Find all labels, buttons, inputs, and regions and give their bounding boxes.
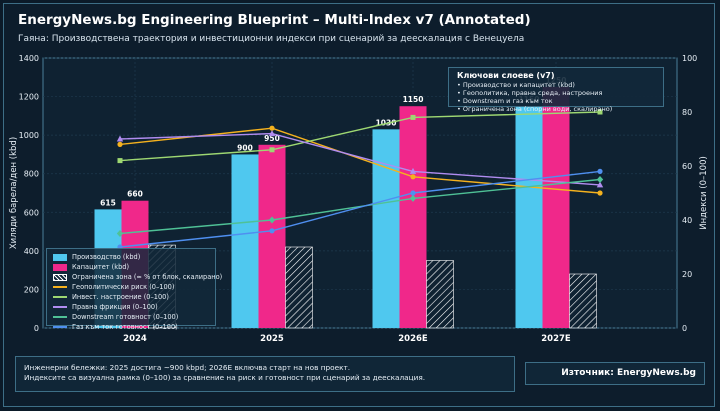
legend-swatch: [53, 306, 67, 308]
key-layer-item: • Ограничена зона (спорни води, скалиран…: [457, 105, 613, 113]
legend-label: Инвест. настроение (0–100): [72, 293, 169, 301]
y2-tick-label: 80: [682, 108, 692, 117]
legend-item: Газ към ток готовност (0–100): [53, 322, 209, 332]
legend-item: Производство (kbd): [53, 252, 209, 262]
line-point: [409, 167, 417, 174]
legend-label: Правна фрикция (0–100): [72, 303, 158, 311]
production-bar: [231, 154, 259, 328]
legend-item: Downstream готовност (0–100): [53, 312, 209, 322]
line-point: [117, 158, 123, 164]
key-layers-title: Ключови слоеве (v7): [457, 71, 555, 80]
y2-tick-label: 20: [682, 270, 692, 279]
line-point: [596, 181, 604, 188]
line-point: [116, 230, 124, 237]
engineering-notes: Инженерни бележки: 2025 достига ~900 kbp…: [15, 356, 515, 392]
legend-item: Инвест. настроение (0–100): [53, 292, 209, 302]
restricted-zone-bar: [285, 246, 313, 329]
bar-value-label: 900: [237, 143, 253, 152]
legend-swatch: [53, 273, 67, 281]
restricted-zone-bar: [569, 273, 597, 329]
y-axis-label: Хиляди барела/ден (kbd): [9, 137, 19, 249]
key-layer-item: • Геополитика, правна среда, настроения: [457, 89, 603, 97]
y-tick-label: 1200: [19, 93, 39, 102]
bar-value-label: 660: [127, 190, 143, 199]
notes-line-1: Инженерни бележки: 2025 достига ~900 kbp…: [24, 363, 351, 372]
y-tick-label: 200: [24, 285, 39, 294]
y2-tick-label: 100: [682, 54, 697, 63]
y2-tick-label: 40: [682, 216, 692, 225]
chart-legend: Производство (kbd) Капацитет (kbd) Огранич…: [46, 248, 222, 331]
key-layers-box: Ключови слоеве (v7) • Производство и кап…: [448, 67, 664, 113]
bar-value-label: 1030: [376, 118, 397, 127]
x-tick-label: 2025: [260, 334, 284, 344]
legal-friction-line: [119, 132, 601, 186]
investment-sentiment-line: [119, 111, 601, 162]
downstream-readiness-line: [119, 178, 601, 235]
legend-label: Газ към ток готовност (0–100): [72, 323, 178, 331]
line-point: [410, 190, 416, 196]
line-point: [410, 174, 416, 180]
capacity-bar: [258, 144, 286, 328]
line-point: [597, 190, 603, 196]
line-point: [269, 147, 275, 153]
line-point: [268, 216, 276, 224]
legend-swatch: [53, 296, 67, 298]
line-point: [268, 130, 276, 137]
line-point: [269, 228, 275, 234]
legend-swatch: [53, 326, 67, 328]
production-bar: [515, 106, 543, 328]
legend-label: Капацитет (kbd): [72, 263, 130, 271]
production-bar: [372, 129, 400, 328]
line-point: [116, 135, 124, 142]
line-point: [597, 109, 603, 115]
y-tick-label: 600: [24, 208, 39, 217]
legend-item: Геополитически риск (0–100): [53, 282, 209, 292]
line-point: [409, 194, 417, 202]
line-point: [117, 141, 123, 147]
line-point: [410, 114, 416, 120]
restricted-zone-bar: [426, 260, 454, 329]
legend-label: Производство (kbd): [72, 253, 141, 261]
legend-label: Геополитически риск (0–100): [72, 283, 175, 291]
legend-label: Downstream готовност (0–100): [72, 313, 179, 321]
legend-swatch: [53, 316, 67, 318]
gas-to-power-line: [119, 170, 601, 248]
key-layer-item: • Производство и капацитет (kbd): [457, 81, 575, 89]
y2-tick-label: 0: [682, 324, 687, 333]
line-point: [596, 176, 604, 183]
legend-swatch: [53, 263, 67, 271]
legend-swatch: [53, 253, 67, 261]
y2-tick-label: 60: [682, 162, 692, 171]
key-layer-item: • Downstream и газ към ток: [457, 97, 553, 105]
notes-line-2: Индексите са визуална рамка (0–100) за с…: [24, 373, 426, 382]
capacity-bar: [542, 86, 570, 328]
source-badge: Източник: EnergyNews.bg: [525, 362, 705, 385]
capacity-bar: [399, 106, 427, 328]
y-tick-label: 800: [24, 170, 39, 179]
x-tick-label: 2027E: [541, 334, 571, 344]
page-subtitle: Гаяна: Производствена траектория и инвес…: [18, 34, 525, 44]
bar-value-label: 615: [100, 198, 116, 207]
bar-value-label: 950: [264, 134, 280, 143]
y-tick-label: 400: [24, 247, 39, 256]
y-tick-label: 1000: [19, 131, 39, 140]
legend-item: Правна фрикция (0–100): [53, 302, 209, 312]
x-tick-label: 2024: [123, 334, 147, 344]
line-point: [597, 168, 603, 174]
legend-swatch: [53, 286, 67, 288]
legend-item: Ограничена зона (≈ % от блок, скалирано): [53, 272, 222, 282]
y-tick-label: 1400: [19, 54, 39, 63]
y2-axis-label: Индекси (0–100): [699, 156, 709, 230]
legend-label: Ограничена зона (≈ % от блок, скалирано): [72, 273, 223, 281]
y-tick-label: 0: [34, 324, 39, 333]
line-point: [269, 125, 275, 131]
x-tick-label: 2026E: [398, 334, 428, 344]
bar-value-label: 1150: [403, 95, 424, 104]
page-title: EnergyNews.bg Engineering Blueprint – Mu…: [18, 12, 531, 28]
legend-item: Капацитет (kbd): [53, 262, 209, 272]
